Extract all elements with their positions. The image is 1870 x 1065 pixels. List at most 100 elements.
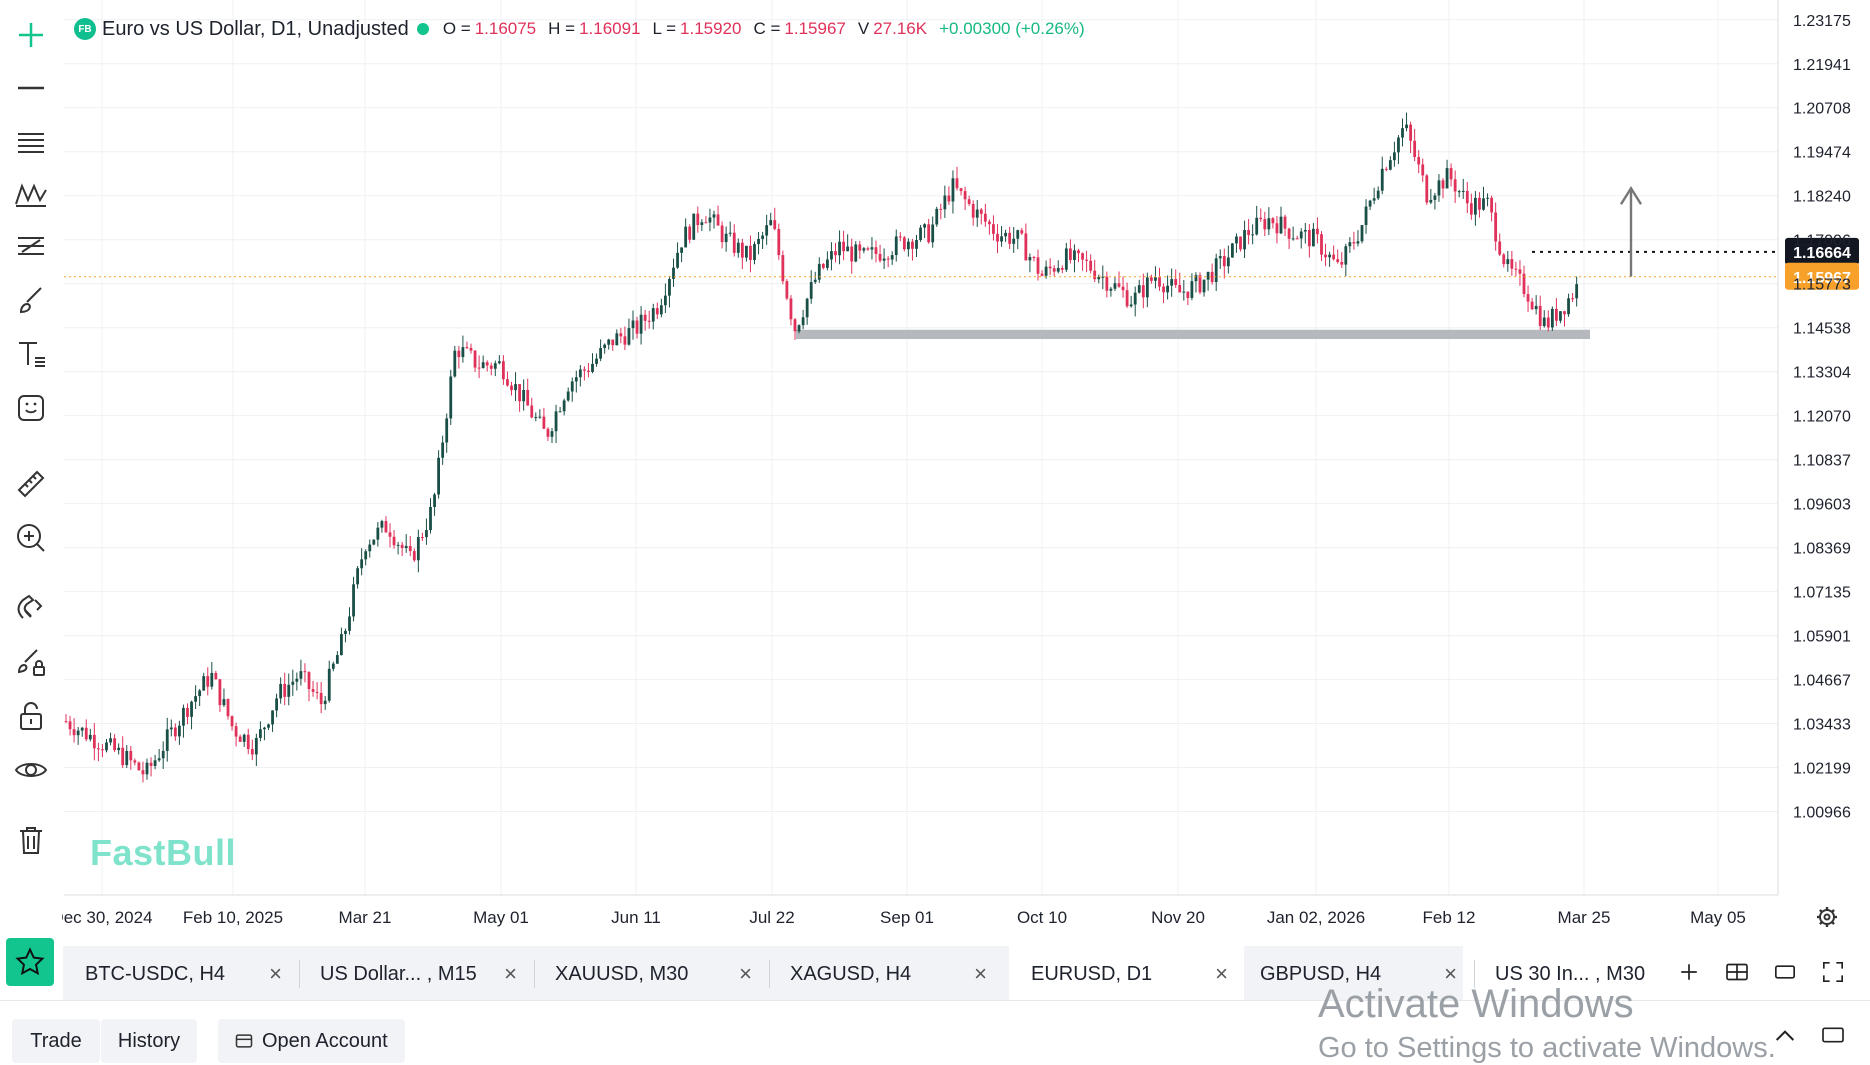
candle-body	[1409, 124, 1412, 141]
candle-body	[194, 696, 197, 702]
ruler-icon[interactable]	[8, 464, 54, 504]
candle-body	[574, 377, 578, 382]
candle-body	[331, 663, 335, 669]
open-account-button[interactable]: Open Account	[218, 1019, 405, 1063]
tab-us-dollar[interactable]: US Dollar... , M15 ×	[298, 946, 533, 1002]
candle-body	[745, 245, 748, 258]
close-icon[interactable]: ×	[504, 961, 517, 986]
open-account-label: Open Account	[262, 1029, 388, 1052]
price-chart[interactable]: 1.16664 1.15967 1.23175 1.21941 1.20708 1.19…	[0, 0, 1870, 930]
candle-body	[165, 729, 169, 751]
x-tick-label: Mar 21	[339, 908, 392, 927]
window-icon[interactable]	[1765, 952, 1805, 992]
candle-body	[384, 521, 388, 533]
candle-body	[975, 209, 979, 218]
candle-body	[68, 721, 72, 730]
candle-body	[340, 634, 343, 656]
chevron-up-icon[interactable]	[1765, 1015, 1805, 1055]
star-icon[interactable]	[6, 938, 54, 986]
candle-body	[206, 676, 210, 687]
layout-icon[interactable]	[1717, 952, 1757, 992]
candle-body	[939, 208, 943, 210]
pattern-icon[interactable]	[8, 174, 54, 214]
close-icon[interactable]: ×	[739, 961, 752, 986]
tab-label: US 30 In... , M30	[1495, 962, 1646, 985]
candle-body	[1510, 259, 1514, 269]
candle-body	[1567, 298, 1570, 315]
text-icon[interactable]	[8, 334, 54, 374]
plus-icon[interactable]	[1669, 952, 1709, 992]
close-icon[interactable]: ×	[269, 961, 282, 986]
candle-body	[1154, 277, 1157, 281]
emoji-icon[interactable]	[8, 388, 54, 428]
candle-body	[125, 750, 129, 766]
candle-body	[388, 532, 392, 537]
windows-activation-title: Activate Windows	[1318, 982, 1634, 1026]
tab-eurusd[interactable]: EURUSD, D1 ×	[1009, 946, 1244, 1002]
candle-body	[1085, 259, 1088, 261]
y-tick-label: 1.19474	[1793, 145, 1851, 162]
history-button[interactable]: History	[101, 1019, 197, 1063]
candle-body	[623, 336, 627, 345]
support-zone[interactable]	[796, 329, 1590, 340]
tab-btc-usdc[interactable]: BTC-USDC, H4 ×	[63, 946, 298, 1002]
candle-body	[360, 559, 364, 569]
candle-body	[481, 362, 485, 368]
x-tick-label: Feb 10, 2025	[183, 908, 283, 927]
eye-icon[interactable]	[8, 750, 54, 790]
crosshair-icon[interactable]	[8, 15, 54, 55]
candle-body	[570, 381, 574, 392]
tab-us30[interactable]: US 30 In... , M30	[1473, 946, 1685, 1002]
candle-body	[84, 727, 88, 740]
candle-body	[935, 208, 939, 225]
trade-button[interactable]: Trade	[12, 1019, 100, 1063]
candle-body	[907, 241, 910, 250]
fullscreen-icon[interactable]	[1813, 952, 1853, 992]
close-icon[interactable]: ×	[1215, 961, 1228, 986]
candle-body	[477, 367, 481, 369]
candle-body	[1328, 254, 1331, 258]
candle-body	[299, 671, 303, 679]
candle-body	[749, 245, 752, 260]
brush-icon[interactable]	[8, 280, 54, 320]
high-value: 1.16091	[579, 19, 641, 38]
horizontal-line-icon[interactable]	[8, 68, 54, 108]
candle-body	[408, 545, 412, 552]
close-icon[interactable]: ×	[1444, 961, 1457, 986]
candle-body	[457, 350, 461, 358]
lock-icon[interactable]	[8, 696, 54, 736]
time-axis[interactable]: Dec 30, 2024 Feb 10, 2025 Mar 21 May 01 Jun …	[51, 894, 1837, 927]
up-arrow-drawing[interactable]	[1619, 185, 1643, 277]
candle-body	[655, 308, 659, 315]
candle-body	[704, 222, 708, 224]
candle-body	[931, 224, 935, 243]
candle-body	[1060, 268, 1064, 270]
candle-body	[1166, 285, 1169, 293]
gear-icon[interactable]	[1817, 907, 1837, 927]
close-icon[interactable]: ×	[974, 961, 987, 986]
candle-body	[1259, 217, 1263, 220]
tab-xauusd[interactable]: XAUUSD, M30 ×	[533, 946, 768, 1002]
panel-icon[interactable]	[1813, 1015, 1853, 1055]
candle-body	[1514, 268, 1518, 270]
drawing-lock-icon[interactable]	[8, 642, 54, 682]
magnet-icon[interactable]	[8, 588, 54, 628]
zoom-in-icon[interactable]	[8, 518, 54, 558]
price-axis[interactable]: 1.23175 1.21941 1.20708 1.19474 1.18240 1.170…	[1777, 0, 1851, 895]
fib-icon[interactable]	[8, 226, 54, 266]
tab-xagusd[interactable]: XAGUSD, H4 ×	[768, 946, 1003, 1002]
candle-body	[692, 213, 696, 240]
chart-title[interactable]: Euro vs US Dollar, D1, Unadjusted	[102, 17, 409, 40]
candle-body	[1004, 232, 1007, 237]
candle-body	[259, 729, 262, 738]
y-tick-label: 1.15773	[1793, 277, 1851, 294]
candle-body	[1158, 277, 1161, 287]
candle-body	[1461, 190, 1465, 192]
candle-body	[1235, 236, 1238, 244]
trash-icon[interactable]	[8, 820, 54, 860]
tab-gbpusd[interactable]: GBPUSD, H4 ×	[1238, 946, 1473, 1002]
candle-body	[1332, 254, 1336, 260]
candle-body	[173, 727, 177, 737]
lines-icon[interactable]	[8, 122, 54, 162]
candle-body	[603, 344, 607, 349]
